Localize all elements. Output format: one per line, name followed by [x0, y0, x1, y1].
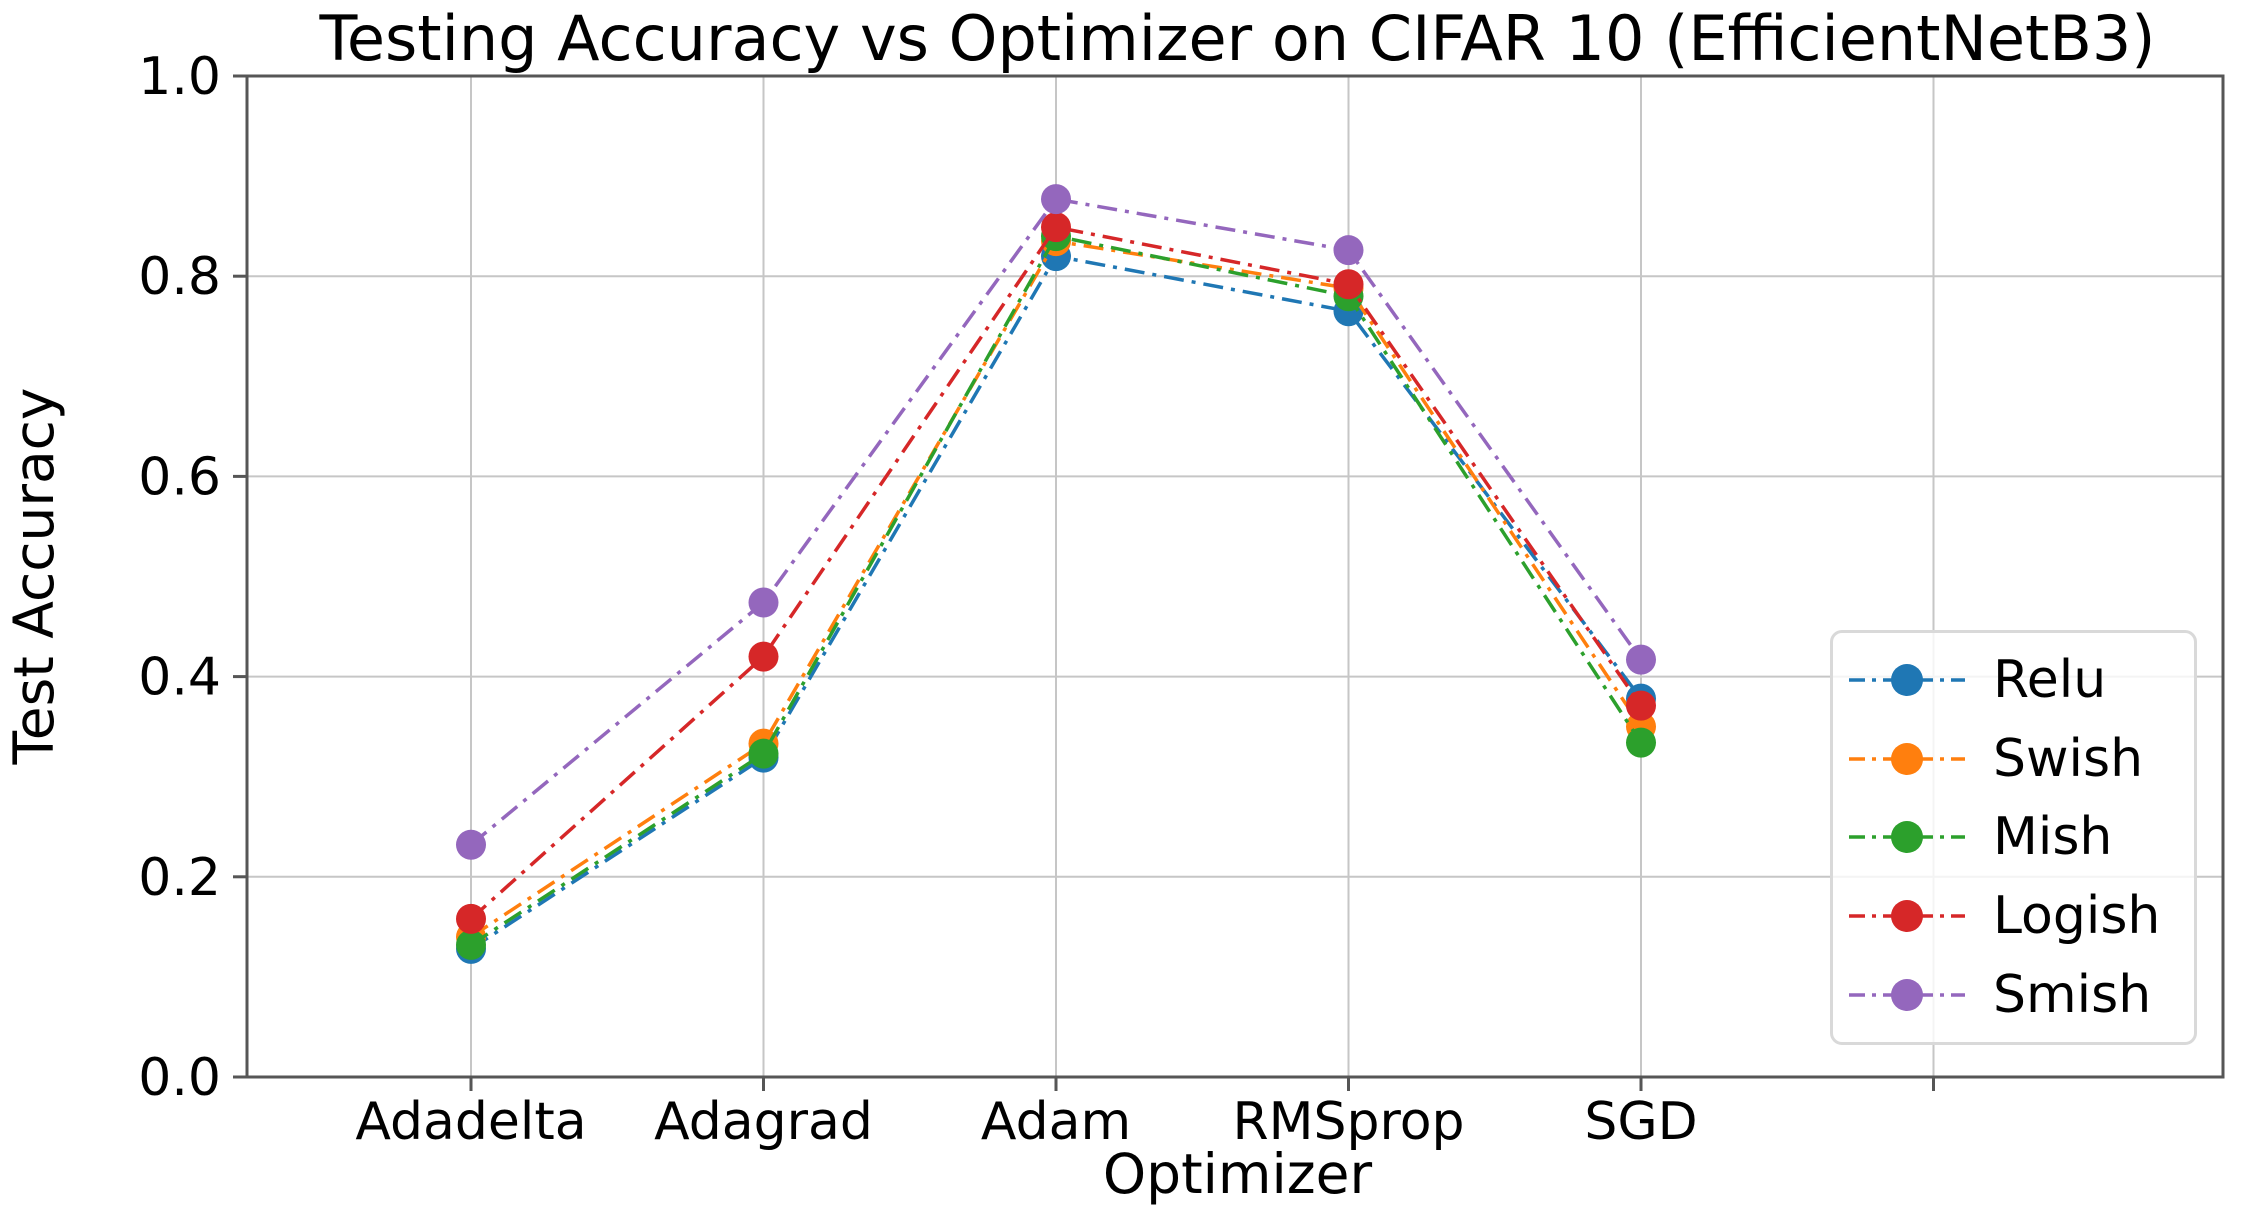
x-tick-label: Adagrad: [654, 1092, 873, 1152]
y-tick-label: 0.2: [138, 848, 221, 908]
legend-label-logish: Logish: [1993, 886, 2161, 947]
legend-label-smish: Smish: [1993, 964, 2152, 1025]
data-point-logish: [1333, 269, 1364, 300]
data-point-logish: [456, 903, 486, 934]
data-point-smish: [1626, 644, 1656, 675]
x-tick-label: Adam: [981, 1092, 1131, 1152]
y-axis-label: Test Accuracy: [2, 387, 66, 765]
legend: Relu Swish Mish Logish Smish: [1830, 630, 2197, 1045]
legend-item-relu: Relu: [1847, 644, 2194, 716]
legend-label-relu: Relu: [1993, 650, 2107, 711]
data-point-logish: [1041, 212, 1071, 243]
legend-marker-swish: [1849, 742, 1965, 775]
legend-item-mish: Mish: [1847, 801, 2194, 873]
y-tick-label: 0.4: [138, 648, 221, 708]
x-axis-label: Optimizer: [1102, 1142, 1373, 1206]
data-point-smish: [748, 587, 779, 618]
y-tick-label: 0.8: [138, 247, 221, 307]
legend-marker-relu: [1849, 664, 1965, 697]
series-line-smish: [469, 197, 1643, 847]
y-tick-label: 1.0: [138, 47, 221, 107]
data-point-smish: [1041, 184, 1071, 215]
y-tick-label: 0.0: [138, 1048, 221, 1108]
data-point-logish: [1626, 690, 1656, 721]
y-tick-label: 0.6: [138, 447, 221, 507]
data-point-mish: [1626, 727, 1656, 758]
legend-marker-smish: [1849, 978, 1965, 1011]
chart-title: Testing Accuracy vs Optimizer on CIFAR 1…: [319, 2, 2156, 75]
legend-label-swish: Swish: [1993, 728, 2144, 789]
x-tick-label: Adadelta: [355, 1092, 586, 1152]
legend-item-swish: Swish: [1847, 723, 2194, 795]
x-tick-label: SGD: [1584, 1092, 1697, 1152]
legend-item-smish: Smish: [1847, 959, 2194, 1031]
legend-item-logish: Logish: [1847, 880, 2194, 952]
data-point-mish: [748, 738, 779, 769]
data-point-logish: [748, 641, 779, 672]
data-point-smish: [1333, 235, 1364, 266]
legend-marker-logish: [1849, 900, 1965, 933]
axes-spines: [245, 74, 2225, 1079]
data-point-smish: [456, 829, 486, 860]
x-tick-label: RMSprop: [1232, 1092, 1464, 1152]
legend-marker-mish: [1849, 821, 1965, 854]
data-point-mish: [456, 929, 486, 960]
legend-label-mish: Mish: [1993, 807, 2113, 868]
